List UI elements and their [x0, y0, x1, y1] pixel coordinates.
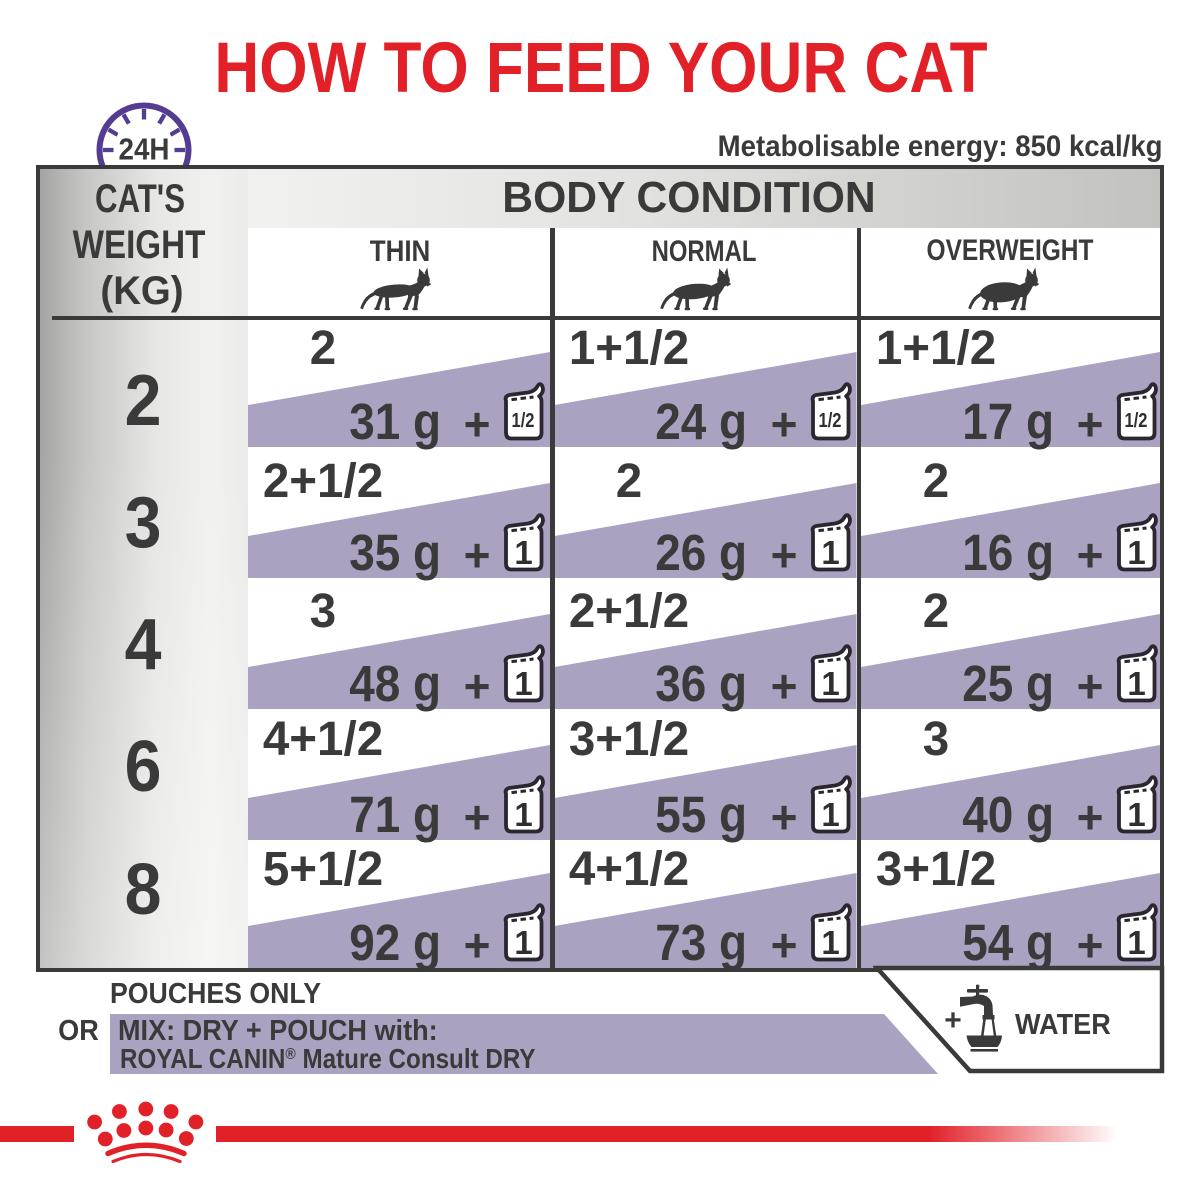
- svg-text:1: 1: [514, 924, 532, 961]
- svg-text:1: 1: [821, 534, 839, 571]
- svg-text:1: 1: [514, 534, 532, 571]
- svg-text:1: 1: [821, 924, 839, 961]
- svg-text:1: 1: [514, 796, 532, 833]
- svg-text:1: 1: [1127, 665, 1145, 702]
- svg-text:1: 1: [514, 665, 532, 702]
- svg-text:1: 1: [1127, 534, 1145, 571]
- svg-text:24H: 24H: [119, 132, 170, 167]
- svg-text:1: 1: [821, 796, 839, 833]
- svg-text:1/2: 1/2: [1125, 410, 1148, 432]
- svg-text:1: 1: [1127, 796, 1145, 833]
- svg-text:1/2: 1/2: [512, 410, 535, 432]
- svg-text:1/2: 1/2: [818, 410, 841, 432]
- svg-text:1: 1: [1127, 924, 1145, 961]
- svg-text:1: 1: [821, 665, 839, 702]
